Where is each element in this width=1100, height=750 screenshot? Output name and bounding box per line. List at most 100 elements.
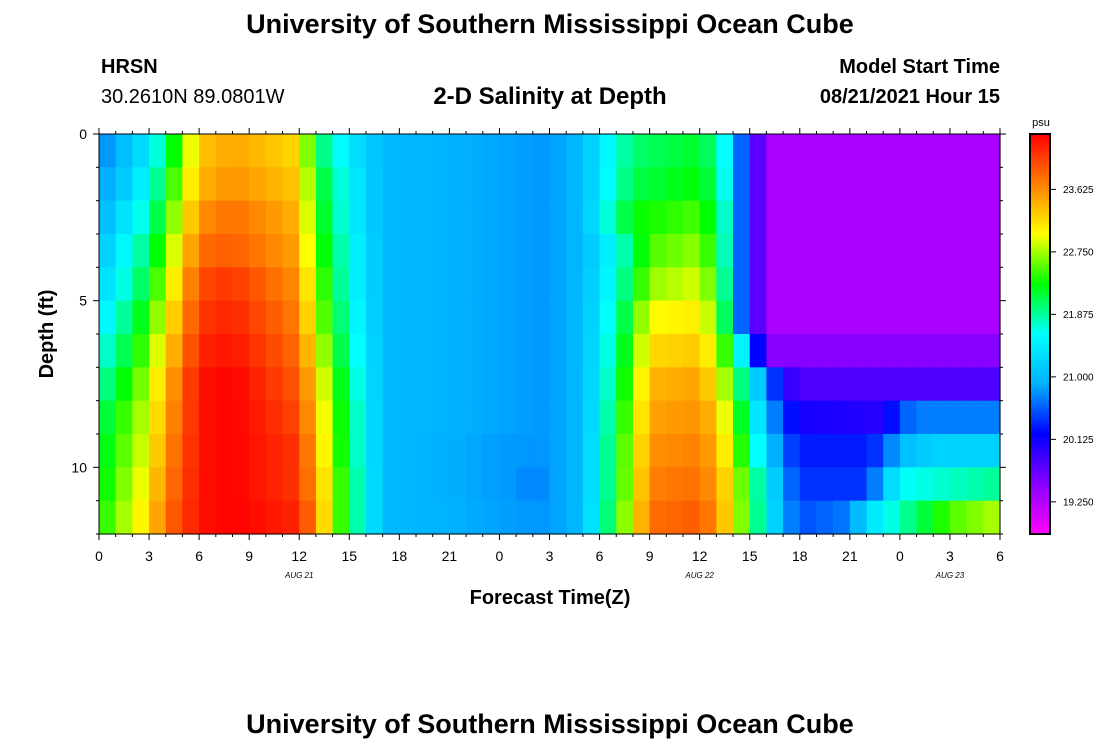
heatmap-cell	[933, 167, 951, 202]
heatmap-cell	[516, 167, 534, 202]
heatmap-cell	[866, 400, 884, 435]
heatmap-cell	[482, 234, 501, 268]
heatmap-cell	[549, 500, 567, 535]
heatmap-cell	[549, 267, 567, 302]
heatmap-cell	[632, 167, 651, 202]
heatmap-cell	[382, 467, 400, 502]
heatmap-cell	[149, 200, 167, 235]
heatmap-cell	[516, 334, 534, 368]
heatmap-cell	[499, 300, 517, 335]
heatmap-cell	[599, 300, 617, 335]
heatmap-cell	[99, 300, 117, 335]
heatmap-cell	[866, 200, 884, 235]
heatmap-cell	[899, 300, 918, 335]
heatmap-cell	[983, 500, 1001, 535]
heatmap-cell	[249, 167, 267, 202]
heatmap-cell	[983, 300, 1001, 335]
heatmap-cell	[949, 334, 968, 368]
heatmap-cell	[249, 334, 267, 368]
heatmap-cell	[182, 400, 200, 435]
heatmap-cell	[916, 300, 934, 335]
heatmap-cell	[165, 434, 184, 468]
heatmap-cell	[849, 334, 868, 368]
x-tick-label: 15	[742, 548, 758, 564]
heatmap-cell	[949, 267, 968, 302]
heatmap-cell	[883, 200, 901, 235]
heatmap-cell	[466, 134, 484, 168]
colorbar-labels: 23.625 22.750 21.875 21.000 20.125 19.250	[1050, 185, 1094, 508]
heatmap-cell	[99, 467, 117, 502]
heatmap-cell	[666, 434, 684, 468]
heatmap-cell	[332, 334, 350, 368]
heatmap-cell	[115, 367, 133, 402]
heatmap-cell	[399, 200, 417, 235]
heatmap-cell	[99, 434, 117, 468]
heatmap-cell	[649, 300, 667, 335]
heatmap-cell	[716, 334, 734, 368]
heatmap-cell	[616, 467, 634, 502]
heatmap-cell	[582, 300, 601, 335]
heatmap-cell	[282, 200, 300, 235]
heatmap-cell	[632, 400, 651, 435]
heatmap-cell	[983, 334, 1001, 368]
heatmap-cell	[499, 434, 517, 468]
heatmap-cell	[916, 134, 934, 168]
heatmap-cell	[265, 467, 284, 502]
heatmap-cell	[165, 200, 184, 235]
heatmap-cell	[365, 500, 384, 535]
model-start-label: Model Start Time	[839, 56, 1000, 78]
heatmap-cell	[265, 134, 284, 168]
heatmap-cell	[265, 200, 284, 235]
heatmap-cell	[766, 334, 784, 368]
heatmap-cell	[382, 300, 400, 335]
heatmap-cell	[966, 300, 984, 335]
heatmap-cell	[682, 400, 701, 435]
heatmap-cell	[466, 500, 484, 535]
heatmap-cell	[566, 434, 584, 468]
heatmap-cell	[115, 134, 133, 168]
heatmap-cell	[365, 167, 384, 202]
y-axis: 0 5 10	[71, 126, 1006, 535]
heatmap-cell	[399, 267, 417, 302]
heatmap-cell	[165, 400, 184, 435]
heatmap-cell	[132, 234, 150, 268]
heatmap-cell	[365, 367, 384, 402]
heatmap-cell	[365, 434, 384, 468]
heatmap-cell	[899, 367, 918, 402]
heatmap-cell	[532, 200, 551, 235]
colorbar-label: 19.250	[1063, 497, 1094, 508]
heatmap-cell	[549, 367, 567, 402]
heatmap-cell	[682, 234, 701, 268]
heatmap-cell	[866, 134, 884, 168]
heatmap-cell	[332, 467, 350, 502]
heatmap-cell	[899, 434, 918, 468]
heatmap-cell	[699, 167, 717, 202]
heatmap-cell	[949, 500, 968, 535]
heatmap-cell	[716, 234, 734, 268]
heatmap-cell	[416, 400, 434, 435]
heatmap-cell	[899, 467, 918, 502]
heatmap-cell	[449, 334, 467, 368]
heatmap-cell	[382, 134, 400, 168]
heatmap-cell	[215, 300, 234, 335]
heatmap-cell	[182, 300, 200, 335]
heatmap-cell	[883, 400, 901, 435]
heatmap-cell	[549, 400, 567, 435]
heatmap-cell	[682, 300, 701, 335]
heatmap-cell	[165, 234, 184, 268]
heatmap-cell	[883, 334, 901, 368]
heatmap-cell	[749, 300, 768, 335]
heatmap-cell	[165, 500, 184, 535]
heatmap-cell	[783, 134, 801, 168]
heatmap-cell	[849, 434, 868, 468]
heatmap-cell	[482, 400, 501, 435]
heatmap-cell	[966, 400, 984, 435]
heatmap-cell	[149, 367, 167, 402]
heatmap-cell	[532, 467, 551, 502]
heatmap-cell	[582, 234, 601, 268]
heatmap-cell	[949, 434, 968, 468]
y-axis-label: Depth (ft)	[36, 290, 58, 379]
heatmap-cell	[799, 467, 818, 502]
heatmap-cell	[716, 300, 734, 335]
heatmap-cell	[599, 400, 617, 435]
